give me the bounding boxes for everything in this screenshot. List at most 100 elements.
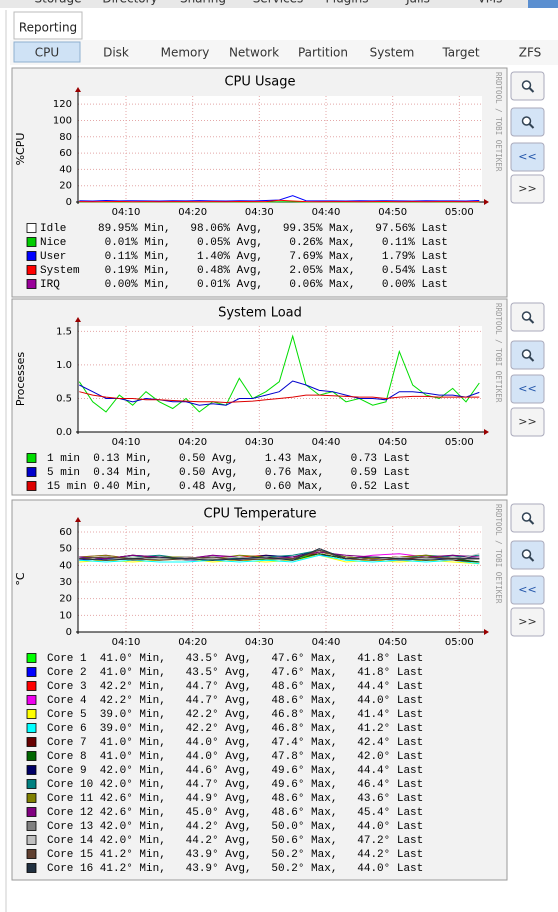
top-nav-active[interactable] [528,0,558,8]
legend-name: System [40,265,80,277]
subtab[interactable]: System [370,46,415,60]
legend-name: Core 2 [47,667,87,679]
legend-stats: 42.2° Min, 44.7° Avg, 48.6° Max, 44.4° L… [100,681,423,693]
legend-name: Core 1 [47,653,87,665]
graph-button[interactable] [510,407,545,437]
legend-swatch [26,849,37,859]
top-nav-item[interactable]: Sharing [180,0,226,6]
legend-stats: 39.0° Min, 42.2° Avg, 46.8° Max, 41.2° L… [100,723,423,735]
series-line [78,334,480,413]
y-tick-label: 100 [53,115,72,126]
axis-arrow [484,429,489,435]
subtab[interactable]: Network [229,46,279,60]
tab-label: Reporting [19,21,77,35]
series-line [79,554,480,565]
subtab[interactable]: Disk [103,46,129,60]
x-tick-label: 04:40 [312,637,341,648]
button-label: >> [518,182,536,195]
legend-swatch [26,709,37,719]
legend-name: Core 10 [47,779,93,791]
x-tick-label: 04:40 [312,437,341,448]
legend-stats: 0.34 Min, 0.50 Avg, 0.76 Max, 0.59 Last [93,467,410,479]
reporting-tab[interactable] [13,11,83,40]
legend-stats: 41.0° Min, 43.5° Avg, 47.6° Max, 41.8° L… [100,667,423,679]
button-label: << [518,382,536,395]
top-nav-bar [0,0,558,8]
zoom-icon [528,356,535,362]
legend-swatch [26,681,37,691]
legend-name: Core 15 [47,849,93,861]
subtab-active[interactable] [13,41,81,63]
legend-stats: 42.2° Min, 44.7° Avg, 48.6° Max, 44.0° L… [100,695,423,707]
y-tick-label: 1.5 [56,326,72,337]
zoom-icon [528,519,535,525]
top-nav-item[interactable]: Plugins [326,0,369,6]
legend-swatch [26,863,37,873]
x-tick-label: 04:50 [378,637,407,648]
graph-title: CPU Usage [224,75,295,90]
legend-stats: 42.0° Min, 44.7° Avg, 49.6° Max, 46.4° L… [100,779,423,791]
graph-button[interactable] [510,142,545,172]
y-tick-label: 30 [59,577,72,588]
y-tick-label: 1.0 [56,360,72,371]
zoom-icon [521,311,532,321]
x-tick-label: 04:10 [112,637,141,648]
subtab[interactable]: Target [441,46,479,60]
legend-stats: 41.0° Min, 44.0° Avg, 47.4° Max, 42.4° L… [100,737,423,749]
legend-name: Core 3 [47,681,87,693]
subtab[interactable]: CPU [35,46,59,60]
graph-button[interactable] [510,575,545,605]
legend-name: 1 min [47,453,80,465]
side-label: RRDTOOL / TOBI OETIKER [494,72,503,172]
subtab[interactable]: ZFS [519,46,542,60]
legend-stats: 41.2° Min, 43.9° Avg, 50.2° Max, 44.2° L… [100,849,423,861]
y-tick-label: 20 [59,594,72,605]
legend-swatch [26,835,37,845]
graph-button[interactable] [510,374,545,404]
legend-swatch [26,737,37,747]
legend-stats: 41.0° Min, 43.5° Avg, 47.6° Max, 41.8° L… [100,653,423,665]
legend-name: Core 13 [47,821,93,833]
top-nav-item[interactable]: VMs [478,0,503,6]
zoom-icon [528,556,535,562]
plot-area [78,526,482,632]
legend-swatch [26,765,37,775]
subtab[interactable]: Memory [161,46,210,60]
graph-button[interactable] [510,174,545,204]
y-axis-label: Processes [14,352,27,406]
legend-swatch [26,481,37,491]
top-nav-item[interactable]: Directory [102,0,157,6]
y-axis-label: °C [14,572,27,586]
x-tick-label: 05:00 [445,437,474,448]
x-tick-label: 05:00 [445,637,474,648]
legend-stats: 42.0° Min, 44.2° Avg, 50.0° Max, 44.0° L… [100,821,423,833]
zoom-icon [521,512,532,522]
legend-swatch [26,251,37,261]
y-tick-label: 0.5 [56,393,72,404]
top-nav-item[interactable]: Storage [35,0,82,6]
legend-name: Core 11 [47,793,94,805]
graph-button[interactable] [510,607,545,637]
legend-name: Core 5 [47,709,87,721]
top-nav-item[interactable]: Jails [405,0,430,6]
series-line [79,380,480,406]
top-nav-item[interactable]: Services [253,0,304,6]
legend-name: 5 min [47,467,80,479]
legend-swatch [26,751,37,761]
legend-name: User [40,251,66,263]
axis-arrow [75,317,81,322]
legend-stats: 0.13 Min, 0.50 Avg, 1.43 Max, 0.73 Last [93,453,410,465]
legend-swatch [26,237,37,247]
zoom-icon [528,318,535,324]
legend-swatch [26,467,37,477]
legend-stats: 0.40 Min, 0.48 Avg, 0.60 Max, 0.52 Last [93,481,410,493]
x-tick-label: 04:30 [245,207,274,218]
legend-name: Core 4 [47,695,87,707]
legend-name: 15 min [47,481,87,493]
y-tick-label: 10 [59,610,72,621]
x-tick-label: 05:00 [445,207,474,218]
subtab[interactable]: Partition [298,46,348,60]
zoom-icon [528,87,535,93]
